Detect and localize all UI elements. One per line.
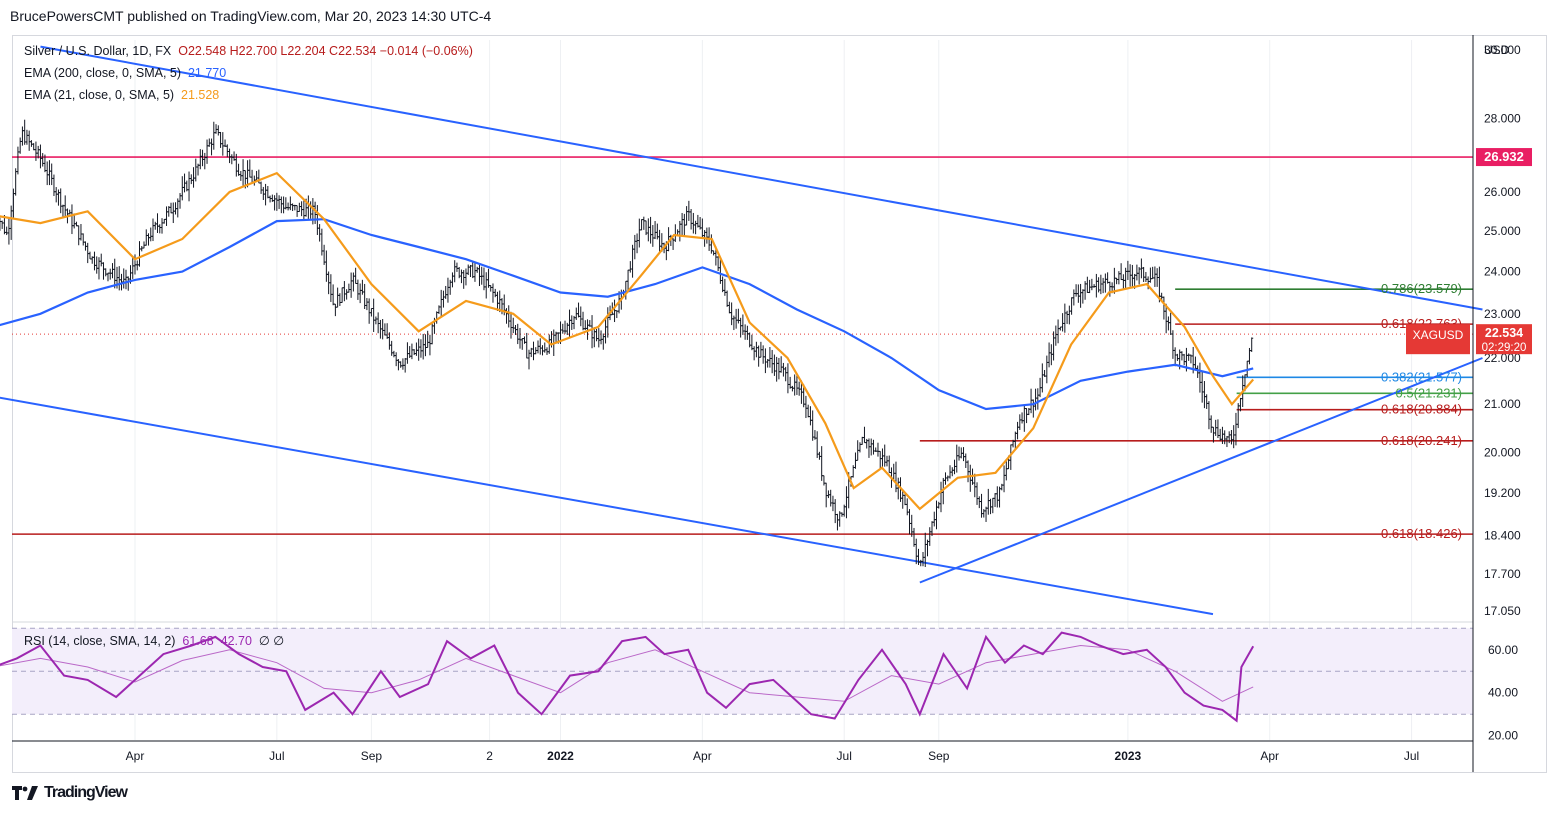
legend-ema21-value: 21.528 [181,88,220,102]
legend-ema21: EMA (21, close, 0, SMA, 5) 21.528 [24,88,219,102]
x-tick-label-0: Apr [126,749,145,763]
y-tick-label-1: 28.000 [1484,111,1521,125]
last-price-countdown: 02:29:20 [1482,342,1527,354]
footer-brand[interactable]: TradingView [12,784,128,802]
legend-rsi: RSI (14, close, SMA, 14, 2) 61.68 42.70 … [24,633,284,648]
tradingview-logo-icon [12,786,38,800]
trend-lines [0,45,1483,616]
y-tick-label-0: 30.000 [1484,43,1521,57]
last-price-value: 22.534 [1485,326,1523,340]
x-tick-label-5: Apr [693,749,712,763]
last-price-symbol: XAGUSD [1413,328,1464,342]
legend-ema200-label: EMA (200, close, 0, SMA, 5) [24,66,182,80]
rsi-tick-label-2: 20.00 [1488,729,1518,743]
rsi-line [0,631,1255,723]
price-bars [0,119,1254,568]
x-tick-label-7: Sep [928,749,950,763]
legend-rsi-label: RSI (14, close, SMA, 14, 2) [24,634,176,648]
legend-ema21-label: EMA (21, close, 0, SMA, 5) [24,88,175,102]
last-price-symbol-bg [1406,324,1470,355]
x-tick-label-8: 2023 [1115,749,1142,763]
x-tick-label-10: Jul [1404,749,1419,763]
level-label-7: 0.618(20.241) [1381,433,1462,448]
x-tick-label-1: Jul [269,749,284,763]
trend-line-1 [0,396,1214,616]
y-tick-label-9: 19.200 [1484,486,1521,500]
rsi-tick-label-0: 60.00 [1488,643,1518,657]
trend-line-2 [919,357,1483,584]
y-tick-label-8: 20.000 [1484,446,1521,460]
y-tick-label-10: 18.400 [1484,529,1521,543]
y-tick-label-3: 25.000 [1484,224,1521,238]
legend-symbol-name: Silver / U.S. Dollar, 1D, FX [24,44,172,58]
y-tick-label-7: 21.000 [1484,397,1521,411]
level-label-1: 0.618(18.426) [1381,526,1462,541]
axes [12,35,1474,772]
chart-frame [12,35,1547,773]
x-tick-label-9: Apr [1260,749,1279,763]
y-tick-label-12: 17.050 [1484,604,1521,618]
currency-label: USD [1484,43,1510,57]
legend-rsi-value: 61.68 [182,634,214,648]
y-tick-label-5: 23.000 [1484,307,1521,321]
y-tick-label-2: 26.000 [1484,185,1521,199]
rsi-lines [0,631,1255,723]
legend-rsi-extra: ∅ ∅ [258,634,285,648]
level-tag-label-0: 26.932 [1484,149,1524,164]
fib-levels [12,156,1473,535]
level-label-6: 0.618(20.884) [1381,402,1462,417]
x-tick-label-3: 2 [486,749,493,763]
legend-ohlc: O22.548 H22.700 L22.204 C22.534 −0.014 (… [178,44,473,58]
x-tick-label-2: Sep [361,749,383,763]
rsi-tick-label-1: 40.00 [1488,686,1518,700]
legend-symbol: Silver / U.S. Dollar, 1D, FX O22.548 H22… [24,44,473,58]
legend-rsi-ma-value: 42.70 [220,634,252,648]
footer-brand-name: TradingView [44,784,128,801]
y-tick-label-6: 22.000 [1484,351,1521,365]
publisher-header: BrucePowersCMT published on TradingView.… [10,8,492,24]
x-tick-label-6: Jul [837,749,852,763]
ema21-line [0,171,1255,511]
level-tag-bg-0 [1476,148,1532,167]
level-label-4: 0.382(21.577) [1381,369,1462,384]
ema-lines [0,171,1255,511]
last-price-tag-bg [1476,324,1532,355]
y-tick-label-4: 24.000 [1484,265,1521,279]
level-label-2: 0.786(23.579) [1381,281,1462,296]
rsi-band [12,627,1473,715]
level-label-5: 0.5(21.231) [1396,385,1463,400]
axis-labels: 26.9320.618(18.426)0.786(23.579)0.618(22… [126,43,1532,763]
x-tick-label-4: 2022 [547,749,574,763]
rsi-ma-line [0,644,1254,702]
y-tick-label-11: 17.700 [1484,567,1521,581]
legend-ema200-value: 21.770 [187,66,227,80]
trend-line-0 [40,45,1483,311]
legend-ema200: EMA (200, close, 0, SMA, 5) 21.770 [24,66,226,80]
ema200-line [0,218,1254,411]
